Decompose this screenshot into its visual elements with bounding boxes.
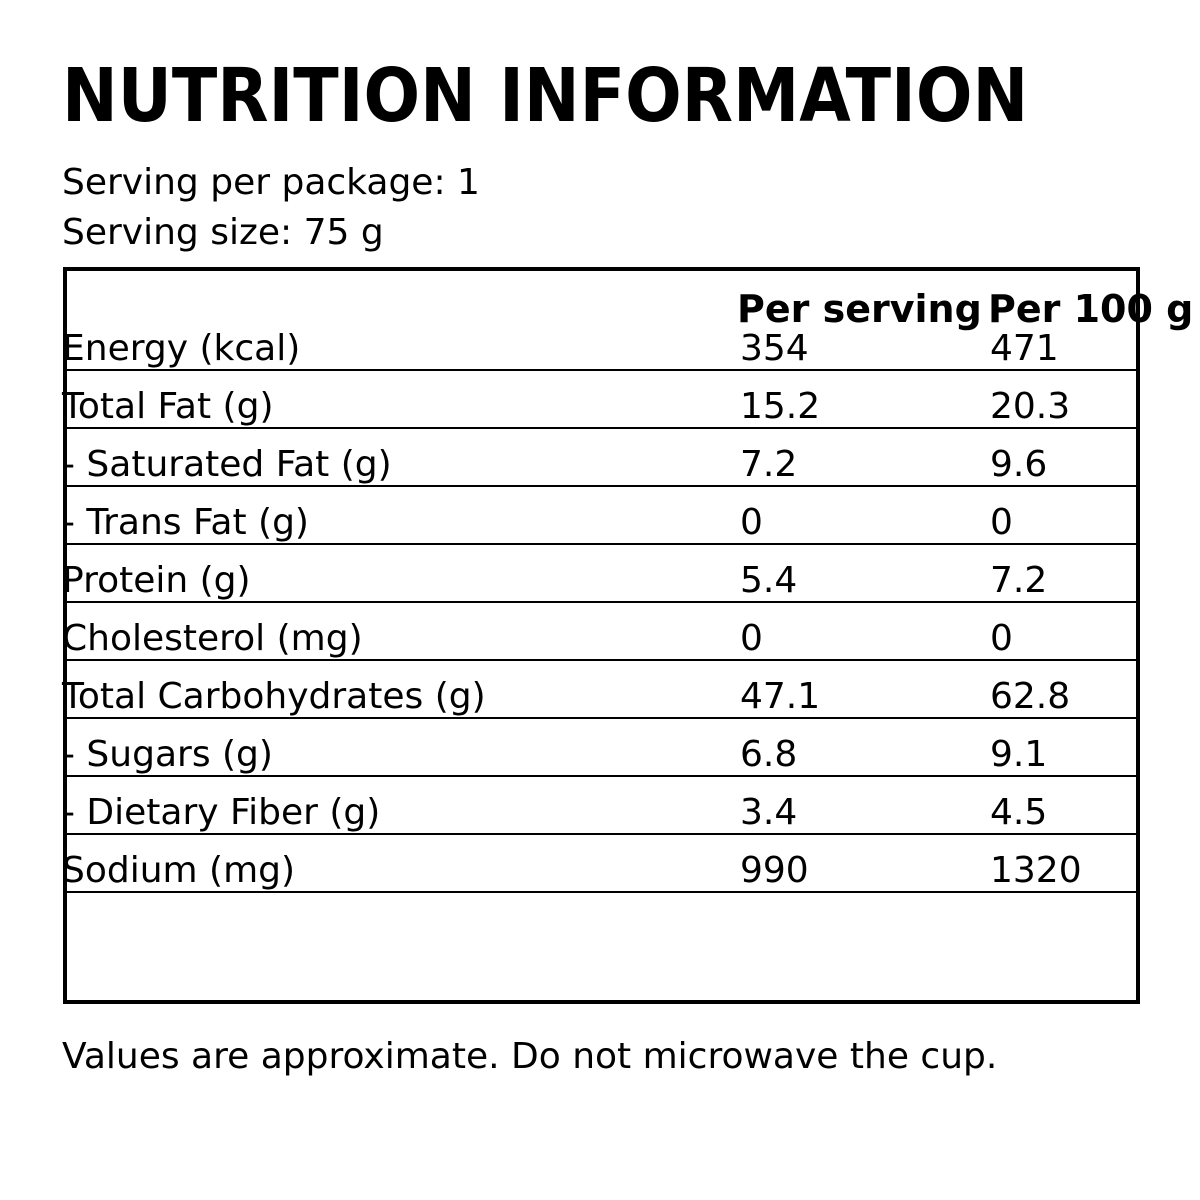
row-value-per-serving: 6.8	[740, 734, 798, 775]
table-rows: Energy (kcal) 354 471 Total Fat (g) 15.2…	[62, 313, 1136, 893]
table-row: Protein (g) 5.4 7.2	[62, 545, 1136, 603]
row-value-per-serving: 47.1	[740, 676, 821, 717]
row-label: Total Fat (g)	[62, 386, 274, 427]
row-value-per-serving: 3.4	[740, 792, 798, 833]
row-value-per-100g: 62.8	[990, 676, 1071, 717]
table-row: Sodium (mg) 990 1320	[62, 835, 1136, 893]
row-label: - Sugars (g)	[62, 734, 273, 775]
row-label: - Saturated Fat (g)	[62, 444, 392, 485]
table-row: Total Carbohydrates (g) 47.1 62.8	[62, 661, 1136, 719]
row-label: Total Carbohydrates (g)	[62, 676, 486, 717]
row-label: Cholesterol (mg)	[62, 618, 363, 659]
row-value-per-100g: 20.3	[990, 386, 1071, 427]
row-label: - Trans Fat (g)	[62, 502, 309, 543]
table-row: - Saturated Fat (g) 7.2 9.6	[62, 429, 1136, 487]
serving-per-package: Serving per package: 1	[62, 162, 480, 203]
column-header-per-serving: Per serving	[737, 287, 982, 331]
serving-info: Serving per package: 1 Serving size: 75 …	[62, 158, 480, 258]
column-header-per-100g: Per 100 g	[988, 287, 1194, 331]
row-value-per-serving: 0	[740, 502, 763, 543]
row-value-per-serving: 990	[740, 850, 809, 891]
table-row: - Sugars (g) 6.8 9.1	[62, 719, 1136, 777]
row-value-per-serving: 0	[740, 618, 763, 659]
row-value-per-100g: 9.1	[990, 734, 1048, 775]
row-label: Sodium (mg)	[62, 850, 296, 891]
nutrition-table: Per serving Per 100 g Energy (kcal) 354 …	[62, 267, 1193, 1004]
row-label: - Dietary Fiber (g)	[62, 792, 381, 833]
table-row: - Dietary Fiber (g) 3.4 4.5	[62, 777, 1136, 835]
row-label: Energy (kcal)	[62, 328, 301, 369]
row-label: Protein (g)	[62, 560, 251, 601]
table-row: Cholesterol (mg) 0 0	[62, 603, 1136, 661]
table-row: Energy (kcal) 354 471	[62, 313, 1136, 371]
row-value-per-100g: 9.6	[990, 444, 1048, 485]
row-value-per-100g: 1320	[990, 850, 1082, 891]
row-value-per-serving: 5.4	[740, 560, 798, 601]
row-value-per-100g: 7.2	[990, 560, 1048, 601]
table-row: Total Fat (g) 15.2 20.3	[62, 371, 1136, 429]
row-value-per-100g: 0	[990, 618, 1013, 659]
row-value-per-100g: 471	[990, 328, 1059, 369]
row-value-per-serving: 354	[740, 328, 809, 369]
row-value-per-100g: 4.5	[990, 792, 1048, 833]
page-title: NUTRITION INFORMATION	[62, 53, 1029, 139]
row-value-per-serving: 7.2	[740, 444, 798, 485]
table-row: - Trans Fat (g) 0 0	[62, 487, 1136, 545]
row-value-per-100g: 0	[990, 502, 1013, 543]
footnote: Values are approximate. Do not microwave…	[62, 1036, 998, 1077]
serving-size: Serving size: 75 g	[62, 212, 384, 253]
row-value-per-serving: 15.2	[740, 386, 821, 427]
